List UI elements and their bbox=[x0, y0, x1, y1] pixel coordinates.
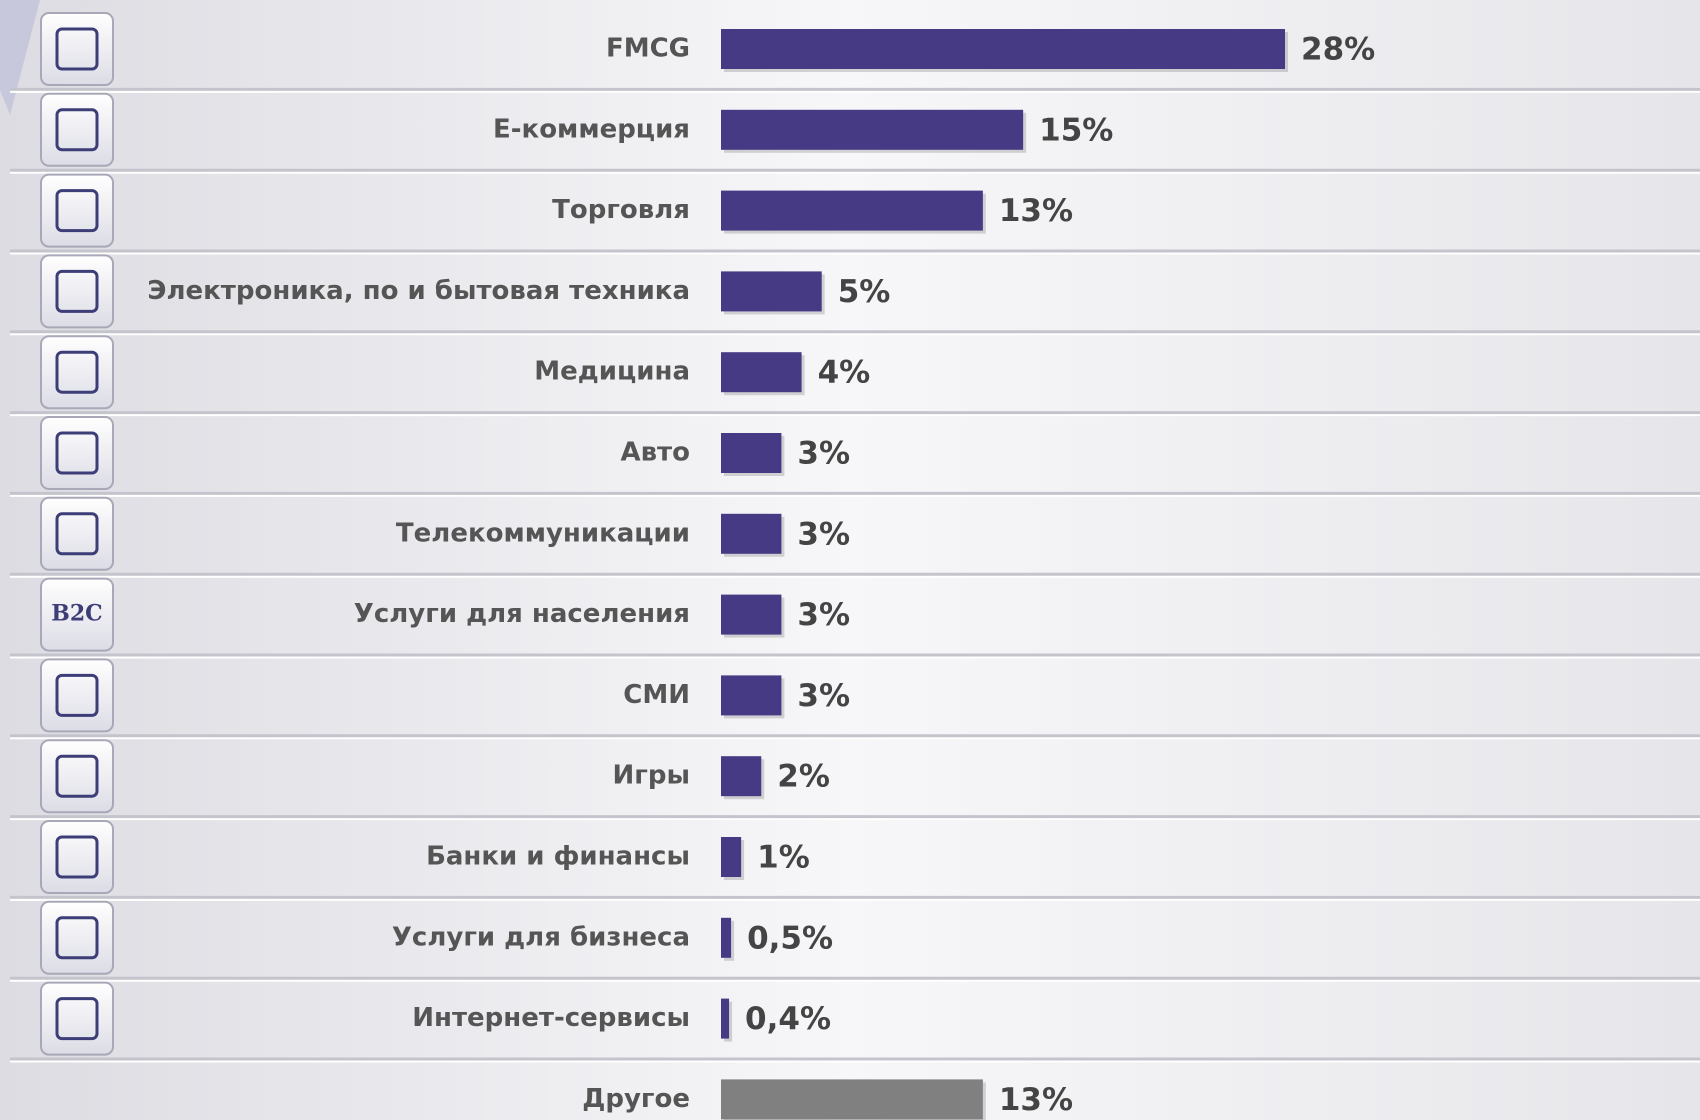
icon-glyph bbox=[55, 269, 99, 313]
category-icon bbox=[40, 92, 114, 167]
bar bbox=[721, 29, 1285, 69]
category-label: Услуги для бизнеса bbox=[392, 922, 690, 952]
category-label: Торговля bbox=[552, 195, 690, 225]
category-label: Авто bbox=[620, 438, 690, 468]
value-label: 28% bbox=[1301, 32, 1375, 68]
value-label: 0,5% bbox=[747, 920, 833, 956]
bar bbox=[721, 190, 983, 231]
category-icon bbox=[40, 335, 114, 410]
icon-glyph bbox=[55, 754, 99, 798]
bar bbox=[721, 513, 782, 554]
category-label: Медицина bbox=[534, 357, 690, 387]
value-label: 1% bbox=[757, 840, 810, 876]
category-icon bbox=[40, 658, 114, 733]
value-label: 0,4% bbox=[745, 1001, 831, 1037]
bar bbox=[721, 837, 742, 877]
bar bbox=[721, 917, 732, 958]
bar bbox=[721, 271, 822, 312]
category-icon bbox=[40, 173, 114, 248]
value-label: 4% bbox=[818, 355, 871, 391]
value-label: 15% bbox=[1039, 112, 1113, 148]
category-label: Телекоммуникации bbox=[396, 518, 690, 548]
value-label: 13% bbox=[999, 193, 1073, 229]
value-label: 3% bbox=[797, 516, 850, 552]
value-label: 5% bbox=[838, 274, 891, 310]
category-label: СМИ bbox=[623, 680, 690, 710]
bar bbox=[721, 675, 782, 716]
category-icon bbox=[40, 739, 114, 814]
bar bbox=[721, 109, 1024, 150]
bar bbox=[721, 1079, 983, 1120]
bar bbox=[721, 352, 802, 393]
icon-glyph bbox=[55, 673, 99, 717]
bar bbox=[721, 998, 730, 1039]
icon-glyph bbox=[55, 997, 99, 1041]
icon-glyph bbox=[55, 431, 99, 475]
category-label: Другое bbox=[582, 1084, 690, 1114]
bar bbox=[721, 756, 762, 797]
bar bbox=[721, 594, 782, 635]
category-icon bbox=[40, 12, 114, 86]
rows: FMCG 28% Е-коммерция 15% Торговля 13% Электрон… bbox=[10, 12, 1700, 1120]
icon-glyph bbox=[55, 835, 99, 879]
category-label: Электроника, по и бытовая техника bbox=[147, 276, 690, 306]
value-label: 3% bbox=[797, 678, 850, 714]
icon-glyph bbox=[55, 27, 99, 71]
category-icon bbox=[40, 254, 114, 329]
category-label: Игры bbox=[613, 761, 690, 791]
icon-glyph bbox=[55, 350, 99, 394]
category-icon bbox=[40, 981, 114, 1056]
icon-glyph bbox=[55, 189, 99, 233]
value-label: 3% bbox=[797, 597, 850, 633]
category-icon bbox=[40, 496, 114, 571]
category-label: Интернет-сервисы bbox=[412, 1003, 690, 1033]
value-label: 3% bbox=[797, 436, 850, 472]
icon-label: B2C bbox=[51, 601, 102, 627]
category-label: Услуги для населения bbox=[354, 599, 690, 629]
corner-decoration bbox=[0, 0, 40, 115]
category-icon bbox=[40, 416, 114, 490]
value-label: 13% bbox=[999, 1082, 1073, 1118]
category-icon bbox=[40, 820, 114, 894]
bar bbox=[721, 433, 782, 473]
category-icon bbox=[40, 577, 114, 652]
category-label: Банки и финансы bbox=[426, 842, 690, 872]
icon-glyph bbox=[55, 512, 99, 556]
category-label: FMCG bbox=[606, 34, 690, 64]
category-icon bbox=[40, 900, 114, 975]
icon-glyph bbox=[55, 916, 99, 960]
value-label: 2% bbox=[777, 759, 830, 795]
icon-glyph bbox=[55, 108, 99, 152]
category-label: Е-коммерция bbox=[493, 114, 690, 144]
